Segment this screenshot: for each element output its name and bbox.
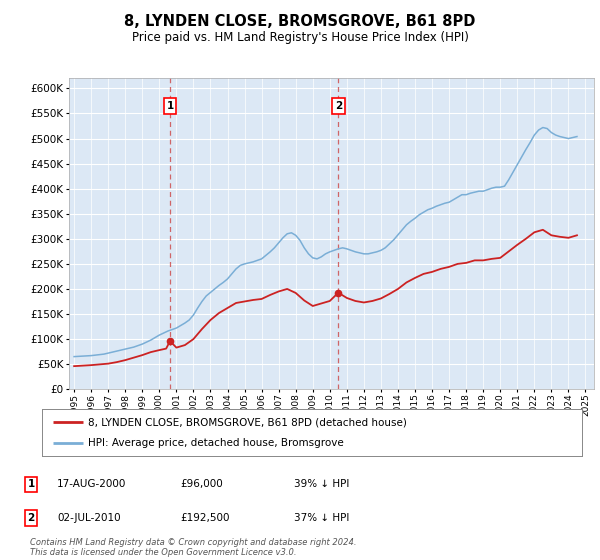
Text: £192,500: £192,500 bbox=[180, 513, 229, 523]
Text: 1: 1 bbox=[28, 479, 35, 489]
Text: HPI: Average price, detached house, Bromsgrove: HPI: Average price, detached house, Brom… bbox=[88, 438, 344, 448]
Text: Price paid vs. HM Land Registry's House Price Index (HPI): Price paid vs. HM Land Registry's House … bbox=[131, 31, 469, 44]
Text: 39% ↓ HPI: 39% ↓ HPI bbox=[294, 479, 349, 489]
Text: 17-AUG-2000: 17-AUG-2000 bbox=[57, 479, 127, 489]
Text: 02-JUL-2010: 02-JUL-2010 bbox=[57, 513, 121, 523]
Text: 37% ↓ HPI: 37% ↓ HPI bbox=[294, 513, 349, 523]
Text: 8, LYNDEN CLOSE, BROMSGROVE, B61 8PD (detached house): 8, LYNDEN CLOSE, BROMSGROVE, B61 8PD (de… bbox=[88, 417, 407, 427]
Text: £96,000: £96,000 bbox=[180, 479, 223, 489]
Text: Contains HM Land Registry data © Crown copyright and database right 2024.
This d: Contains HM Land Registry data © Crown c… bbox=[30, 538, 356, 557]
Text: 1: 1 bbox=[166, 101, 173, 111]
Text: 8, LYNDEN CLOSE, BROMSGROVE, B61 8PD: 8, LYNDEN CLOSE, BROMSGROVE, B61 8PD bbox=[124, 14, 476, 29]
Text: 2: 2 bbox=[28, 513, 35, 523]
Text: 2: 2 bbox=[335, 101, 342, 111]
